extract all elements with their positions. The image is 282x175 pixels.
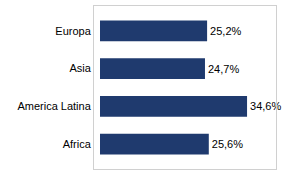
svg-text:25,2%: 25,2% (210, 25, 241, 37)
svg-text:25,6%: 25,6% (212, 138, 243, 150)
svg-text:Europa: Europa (55, 25, 91, 37)
svg-text:America Latina: America Latina (17, 100, 91, 112)
svg-text:24,7%: 24,7% (208, 63, 239, 75)
svg-text:34,6%: 34,6% (250, 100, 281, 112)
svg-text:Africa: Africa (63, 138, 92, 150)
svg-text:Asia: Asia (69, 62, 91, 74)
